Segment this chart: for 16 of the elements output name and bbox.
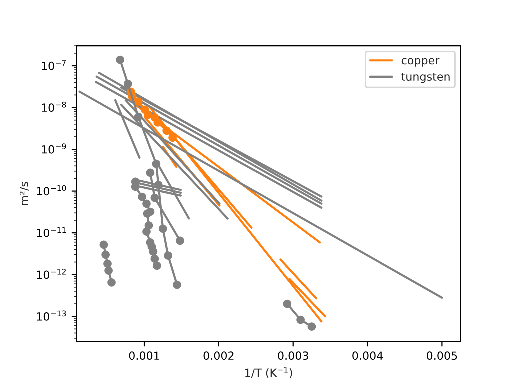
y-tick-label: 10$^{−10}$ (37, 185, 66, 196)
x-tick-label: 0.002 (204, 352, 234, 360)
y-tick-label: 10$^{−12}$ (37, 268, 66, 280)
y-tick-label: 10$^{−7}$ (42, 60, 66, 70)
x-tick-label: 0.001 (129, 352, 160, 360)
y-tick-label: 10$^{−11}$ (37, 227, 66, 238)
y-axis-title: m²/s (20, 182, 30, 206)
x-tick-label: 0.005 (427, 352, 458, 360)
y-tick-label: 10$^{−13}$ (37, 310, 66, 321)
y-tick-label: 10$^{−9}$ (42, 144, 66, 154)
x-tick-label: 0.004 (352, 352, 384, 360)
x-tick-label: 0.003 (278, 352, 308, 360)
y-tick-label: 10$^{−8}$ (42, 102, 66, 112)
x-axis-title: 1/T (K$^{−1}$) (246, 367, 292, 378)
legend-label: tungsten (402, 73, 450, 84)
legend-label: copper (402, 58, 440, 67)
